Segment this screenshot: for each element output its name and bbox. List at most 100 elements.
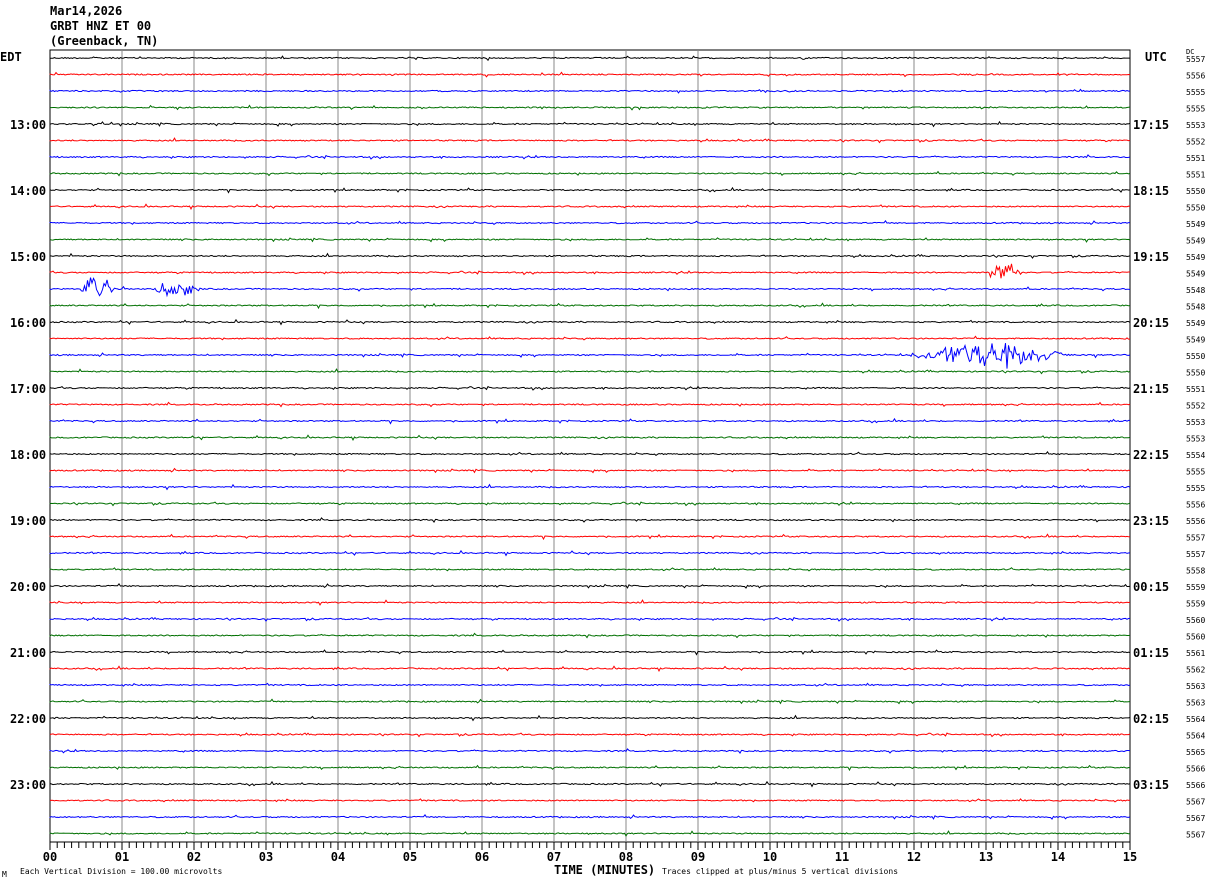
dc-offset-label: 5555 bbox=[1186, 105, 1205, 114]
utc-hour-label: 23:15 bbox=[1133, 514, 1169, 528]
trace-row bbox=[49, 450, 1131, 457]
trace-row bbox=[49, 830, 1130, 837]
left-axis-label: EDT bbox=[0, 50, 22, 64]
location-label: (Greenback, TN) bbox=[50, 34, 159, 48]
dc-offset-label: 5550 bbox=[1186, 204, 1205, 213]
trace-row bbox=[49, 170, 1131, 177]
corner-mark: M bbox=[2, 870, 7, 879]
trace-row bbox=[49, 71, 1131, 78]
edt-hour-label: 14:00 bbox=[10, 184, 46, 198]
edt-hour-label: 16:00 bbox=[10, 316, 46, 330]
trace-row bbox=[49, 665, 1131, 672]
trace-row bbox=[49, 582, 1131, 589]
dc-offset-label: 5556 bbox=[1186, 72, 1205, 81]
dc-offset-label: 5553 bbox=[1186, 121, 1205, 130]
utc-hour-label: 02:15 bbox=[1133, 712, 1169, 726]
utc-hour-label: 03:15 bbox=[1133, 778, 1169, 792]
dc-offset-label: 5567 bbox=[1186, 798, 1205, 807]
trace-row bbox=[49, 104, 1131, 111]
dc-offset-label: 5563 bbox=[1186, 699, 1205, 708]
utc-hour-label: 17:15 bbox=[1133, 118, 1169, 132]
edt-hour-label: 13:00 bbox=[10, 118, 46, 132]
trace-row bbox=[49, 385, 1131, 391]
x-tick-label: 01 bbox=[115, 850, 129, 864]
plot-frame bbox=[49, 49, 1131, 843]
trace-row bbox=[49, 219, 1130, 226]
trace-row bbox=[49, 368, 1131, 375]
right-axis-label: UTC bbox=[1145, 50, 1167, 64]
dc-offset-label: 5567 bbox=[1186, 831, 1205, 840]
trace-row bbox=[49, 434, 1131, 441]
dc-offset-label: 5566 bbox=[1186, 765, 1205, 774]
dc-offset-label: 5549 bbox=[1186, 336, 1205, 345]
dc-offset-label: 5559 bbox=[1186, 583, 1205, 592]
clip-note: Traces clipped at plus/minus 5 vertical … bbox=[662, 867, 899, 876]
dc-label: DC bbox=[1186, 48, 1195, 56]
dc-offset-label: 5552 bbox=[1186, 138, 1205, 147]
trace-row bbox=[49, 263, 1130, 279]
utc-hour-label: 00:15 bbox=[1133, 580, 1169, 594]
trace-row bbox=[49, 517, 1131, 524]
dc-offset-label: 5550 bbox=[1186, 369, 1205, 378]
trace-row bbox=[49, 483, 1131, 491]
trace-row bbox=[49, 599, 1131, 606]
trace-row bbox=[49, 567, 1131, 572]
dc-offset-label: 5551 bbox=[1186, 154, 1205, 163]
trace-row bbox=[49, 533, 1131, 541]
trace-row bbox=[49, 748, 1131, 755]
trace-row bbox=[49, 302, 1131, 310]
x-tick-label: 05 bbox=[403, 850, 417, 864]
utc-hour-label: 22:15 bbox=[1133, 448, 1169, 462]
dc-offset-label: 5556 bbox=[1186, 501, 1205, 510]
x-tick-label: 02 bbox=[187, 850, 201, 864]
edt-hour-label: 17:00 bbox=[10, 382, 46, 396]
trace-row bbox=[49, 154, 1131, 160]
edt-hour-label: 20:00 bbox=[10, 580, 46, 594]
trace-row bbox=[49, 682, 1131, 688]
dc-offset-label: 5561 bbox=[1186, 649, 1205, 658]
x-tick-label: 10 bbox=[763, 850, 777, 864]
trace-row bbox=[49, 343, 1131, 369]
dc-offset-label: 5565 bbox=[1186, 748, 1205, 757]
trace-row bbox=[49, 714, 1131, 722]
dc-offset-label: 5549 bbox=[1186, 270, 1205, 279]
edt-hour-label: 21:00 bbox=[10, 646, 46, 660]
edt-hour-label: 19:00 bbox=[10, 514, 46, 528]
dc-offset-label: 5549 bbox=[1186, 253, 1205, 262]
dc-offset-label: 5549 bbox=[1186, 237, 1205, 246]
dc-offset-label: 5564 bbox=[1186, 732, 1205, 741]
trace-row bbox=[49, 252, 1131, 259]
utc-hour-label: 20:15 bbox=[1133, 316, 1169, 330]
utc-hour-label: 21:15 bbox=[1133, 382, 1169, 396]
x-tick-label: 00 bbox=[43, 850, 57, 864]
dc-offset-label: 5564 bbox=[1186, 715, 1205, 724]
dc-offset-label: 5548 bbox=[1186, 286, 1205, 295]
x-tick-label: 13 bbox=[979, 850, 993, 864]
trace-row bbox=[49, 649, 1131, 656]
dc-offset-label: 5555 bbox=[1186, 468, 1205, 477]
dc-offset-label: 5554 bbox=[1186, 451, 1205, 460]
date-label: Mar14,2026 bbox=[50, 4, 123, 18]
x-tick-label: 03 bbox=[259, 850, 273, 864]
dc-offset-label: 5563 bbox=[1186, 682, 1205, 691]
dc-offset-label: 5557 bbox=[1186, 55, 1205, 64]
scale-note: Each Vertical Division = 100.00 microvol… bbox=[20, 867, 223, 876]
trace-row bbox=[49, 549, 1131, 557]
dc-offset-label: 5555 bbox=[1186, 484, 1205, 493]
dc-offset-label: 5552 bbox=[1186, 402, 1205, 411]
x-tick-label: 15 bbox=[1123, 850, 1137, 864]
trace-row bbox=[49, 798, 1131, 803]
trace-row bbox=[49, 88, 1130, 94]
x-tick-label: 12 bbox=[907, 850, 921, 864]
dc-offset-label: 5562 bbox=[1186, 666, 1205, 675]
dc-offset-label: 5548 bbox=[1186, 303, 1205, 312]
dc-offset-label: 5557 bbox=[1186, 550, 1205, 559]
trace-row bbox=[49, 318, 1131, 326]
dc-offset-label: 5549 bbox=[1186, 220, 1205, 229]
utc-hour-label: 18:15 bbox=[1133, 184, 1169, 198]
trace-row bbox=[49, 120, 1131, 128]
trace-row bbox=[49, 813, 1131, 820]
station-label: GRBT HNZ ET 00 bbox=[50, 19, 152, 33]
trace-row bbox=[49, 335, 1130, 341]
